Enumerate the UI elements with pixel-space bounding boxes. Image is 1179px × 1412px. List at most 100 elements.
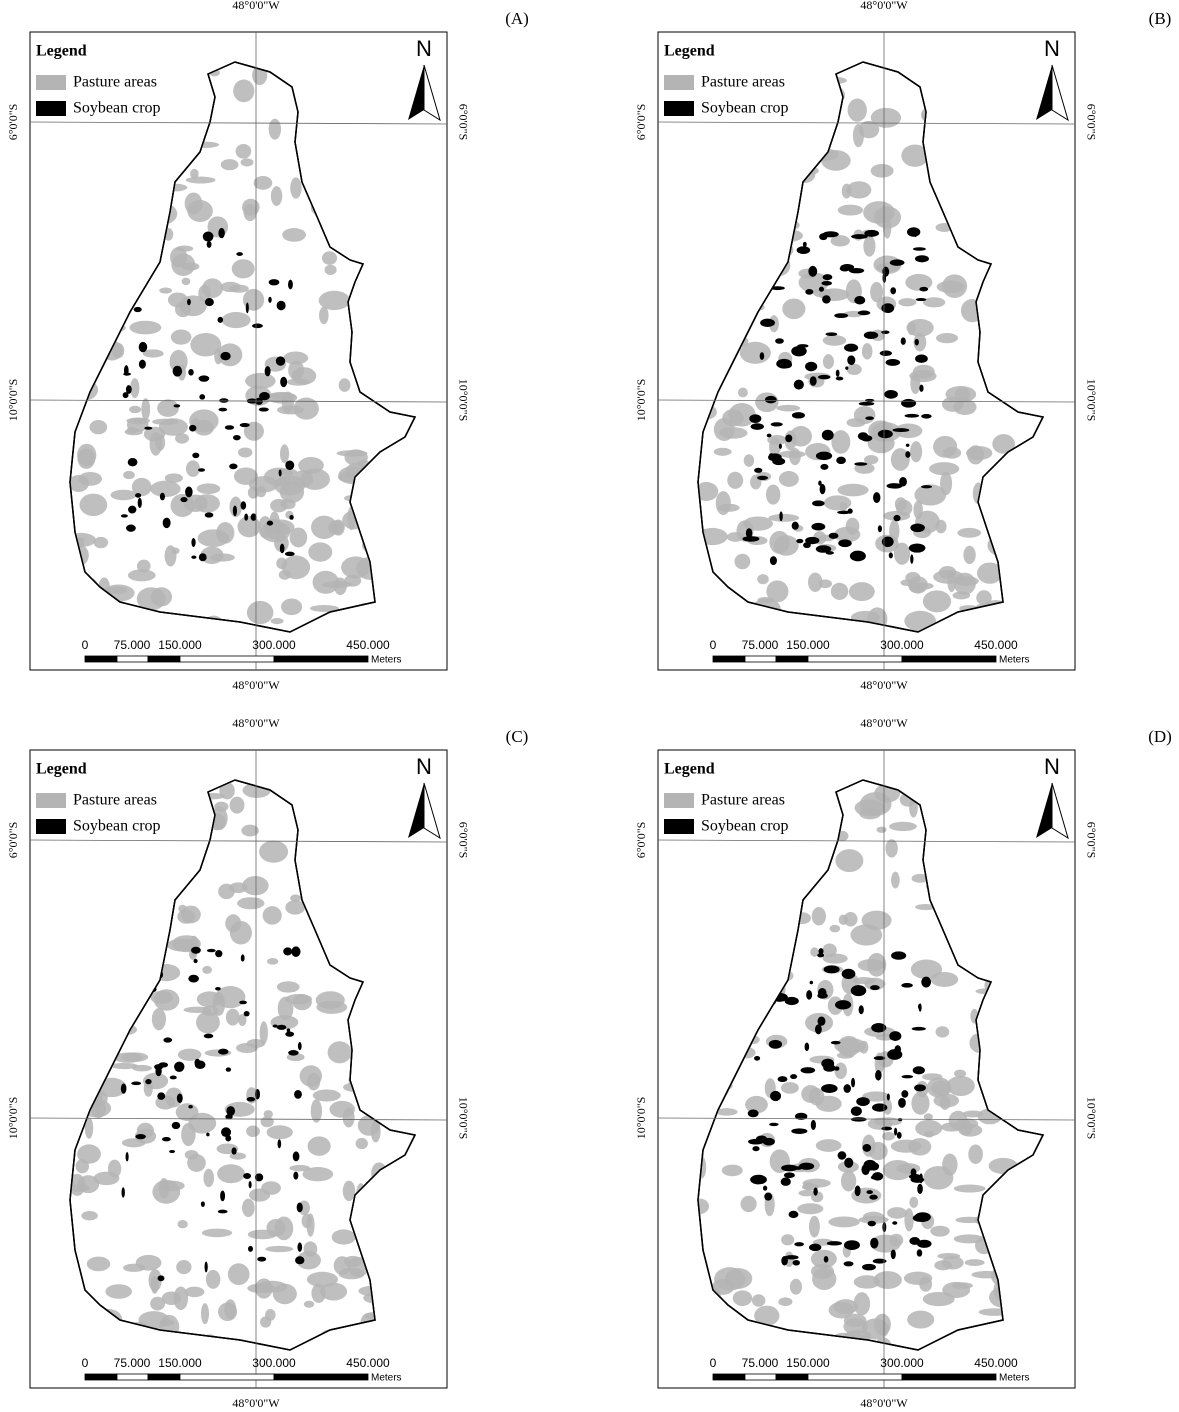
pasture-patch <box>285 994 312 1004</box>
soybean-patch <box>821 281 832 286</box>
soybean-patch <box>808 266 817 277</box>
pasture-patch <box>831 583 848 600</box>
pasture-patch <box>933 570 964 584</box>
pasture-patch <box>896 500 912 516</box>
soybean-patch <box>257 1257 266 1262</box>
pasture-patch <box>307 1213 315 1236</box>
pasture-patch <box>265 1309 276 1321</box>
legend-label: Soybean crop <box>73 100 161 117</box>
pasture-patch <box>889 1234 903 1247</box>
pasture-patch <box>757 574 769 584</box>
soybean-patch <box>861 1164 869 1175</box>
pasture-patch <box>789 448 801 465</box>
soybean-patch <box>897 1132 902 1139</box>
soybean-patch <box>870 985 880 990</box>
soybean-patch <box>277 1025 287 1030</box>
soybean-patch <box>912 1027 926 1031</box>
pasture-patch <box>236 144 252 159</box>
graticule-label: 10°0'0"S <box>634 1097 648 1140</box>
soybean-patch <box>205 1261 208 1272</box>
pasture-patch <box>954 1185 986 1193</box>
pasture-patch <box>931 972 959 987</box>
pasture-patch <box>182 278 191 285</box>
soybean-patch <box>188 1105 193 1108</box>
legend-swatch <box>664 101 694 116</box>
soybean-patch <box>907 227 920 236</box>
soybean-patch <box>847 355 855 365</box>
soybean-patch <box>188 369 193 376</box>
pasture-patch <box>300 1065 322 1086</box>
soybean-patch <box>288 1050 299 1056</box>
soybean-patch <box>794 380 804 390</box>
pasture-patch <box>129 406 141 413</box>
soybean-patch <box>189 425 196 432</box>
pasture-patch <box>334 1256 351 1275</box>
scale-label: 300.000 <box>880 1356 924 1370</box>
pasture-patch <box>217 1164 245 1183</box>
pasture-patch <box>304 1241 318 1256</box>
soybean-patch <box>218 1210 228 1214</box>
pasture-patch <box>241 158 254 166</box>
graticule-label: 48°0'0"W <box>860 1396 908 1410</box>
graticule-label: 10°0'0"S <box>456 379 470 422</box>
soybean-patch <box>159 1062 169 1067</box>
pasture-patch <box>849 582 875 601</box>
soybean-patch <box>892 428 909 432</box>
pasture-patch <box>844 912 858 927</box>
soybean-patch <box>851 1106 862 1116</box>
soybean-patch <box>128 458 138 466</box>
soybean-patch <box>135 1134 145 1139</box>
graticule-label: 6°0'0"S <box>6 104 20 141</box>
soybean-patch <box>878 430 893 438</box>
soybean-patch <box>872 1103 887 1111</box>
soybean-patch <box>754 468 762 473</box>
soybean-patch <box>784 1172 795 1178</box>
soybean-patch <box>297 1242 302 1252</box>
pasture-patch <box>319 307 329 324</box>
pasture-patch <box>152 1180 180 1204</box>
figure: (A)48°0'0"W48°0'0"W6°0'0"S6°0'0"S10°0'0"… <box>0 0 1179 1412</box>
scale-label: 300.000 <box>880 638 924 652</box>
soybean-patch <box>750 1175 767 1185</box>
soybean-patch <box>887 1094 890 1101</box>
pasture-patch <box>954 1070 966 1078</box>
pasture-patch <box>797 1203 823 1214</box>
soybean-patch <box>754 1056 760 1061</box>
soybean-patch <box>843 1084 851 1093</box>
soybean-patch <box>893 515 900 521</box>
soybean-patch <box>785 435 792 443</box>
soybean-patch <box>818 988 827 998</box>
pasture-patch <box>874 206 901 228</box>
soybean-patch <box>919 1003 922 1011</box>
soybean-patch <box>915 355 928 363</box>
pasture-patch <box>121 1052 148 1061</box>
soybean-patch <box>823 1064 835 1072</box>
pasture-patch <box>934 1260 952 1270</box>
soybean-patch <box>821 1084 838 1093</box>
soybean-patch <box>881 330 889 333</box>
soybean-patch <box>797 344 808 348</box>
soybean-patch <box>163 1037 172 1042</box>
soybean-patch <box>872 1172 883 1180</box>
soybean-patch <box>859 1005 864 1014</box>
pasture-patch <box>152 1008 166 1030</box>
pasture-patch <box>963 546 975 564</box>
soybean-patch <box>226 1067 231 1071</box>
pasture-patch <box>87 1257 110 1272</box>
pasture-patch <box>839 502 847 511</box>
map-panel: 48°0'0"W48°0'0"W6°0'0"S6°0'0"S10°0'0"S10… <box>6 0 471 692</box>
pasture-patch <box>202 1229 232 1238</box>
pasture-patch <box>823 354 834 369</box>
soybean-patch <box>904 401 911 407</box>
soybean-patch <box>822 430 834 441</box>
pasture-patch <box>246 1126 260 1137</box>
pasture-patch <box>898 298 916 306</box>
pasture-patch <box>838 484 869 497</box>
soybean-patch <box>215 950 222 957</box>
pasture-patch <box>883 1160 913 1180</box>
scale-segment <box>745 656 776 662</box>
pasture-patch <box>228 1263 250 1285</box>
soybean-patch <box>770 556 777 565</box>
soybean-patch <box>779 511 782 521</box>
pasture-patch <box>766 484 780 504</box>
